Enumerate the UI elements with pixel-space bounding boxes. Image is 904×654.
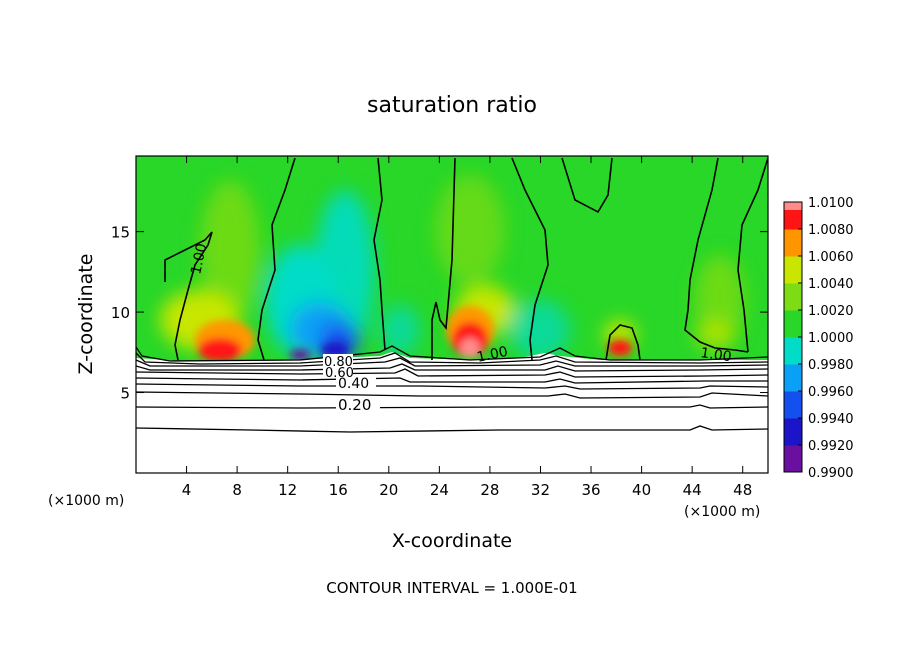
x-tick-label: 40 bbox=[632, 481, 651, 499]
label-mask bbox=[336, 398, 380, 412]
colorbar-band bbox=[784, 256, 802, 284]
contour-lines-upper bbox=[164, 157, 768, 361]
contour-layer bbox=[136, 404, 768, 409]
label-mask bbox=[323, 354, 353, 367]
x-tick-label: 16 bbox=[329, 481, 348, 499]
x-axis-label: X-coordinate bbox=[392, 530, 512, 552]
y-tick-label: 15 bbox=[111, 224, 130, 242]
colorbar-label: 1.0020 bbox=[808, 304, 854, 319]
colorbar-band bbox=[784, 202, 802, 210]
x-tick-label: 12 bbox=[278, 481, 297, 499]
label-mask bbox=[336, 376, 376, 389]
contour-1.00 bbox=[373, 157, 386, 351]
colorbar-label: 1.0060 bbox=[808, 250, 854, 265]
x-unit-left: (×1000 m) bbox=[48, 493, 124, 509]
x-tick-label: 24 bbox=[430, 481, 449, 499]
y-tick-label: 10 bbox=[111, 304, 130, 322]
contour-label: 0.60 bbox=[325, 366, 354, 381]
contour-layer bbox=[136, 345, 768, 362]
contour-layer bbox=[136, 352, 768, 365]
colorbar-label: 1.0040 bbox=[808, 277, 854, 292]
colorbar-band bbox=[784, 337, 802, 365]
contour-layer bbox=[136, 425, 768, 433]
colorbar-label: 0.9940 bbox=[808, 412, 854, 427]
colorbar-label: 1.0080 bbox=[808, 223, 854, 238]
core bbox=[608, 340, 632, 356]
contour-layer bbox=[136, 391, 768, 399]
colorbar-label: 1.0000 bbox=[808, 331, 854, 346]
x-tick-label: 8 bbox=[232, 481, 242, 499]
x-tick-label: 44 bbox=[683, 481, 702, 499]
contour-1.00 bbox=[257, 157, 296, 361]
x-tick-label: 20 bbox=[379, 481, 398, 499]
colorbar-band bbox=[784, 418, 802, 446]
contour-label: 0.40 bbox=[338, 376, 369, 392]
lobe bbox=[695, 320, 735, 350]
y-axis: 5 10 15 bbox=[111, 224, 768, 403]
contour-layer bbox=[136, 377, 768, 384]
contour-label: 1.00 bbox=[699, 345, 732, 365]
plot-frame bbox=[135, 155, 769, 474]
colorbar-band bbox=[784, 445, 802, 473]
core bbox=[198, 338, 242, 362]
colorbar-label: 0.9900 bbox=[808, 466, 854, 481]
contour-layer bbox=[136, 357, 768, 367]
core bbox=[290, 350, 310, 360]
lobe bbox=[510, 300, 570, 360]
contour-1.00 bbox=[605, 324, 641, 361]
contour-lines-lower bbox=[136, 345, 768, 433]
colorbar-band bbox=[784, 283, 802, 311]
x-tick-label: 28 bbox=[480, 481, 499, 499]
colorbar-band bbox=[784, 310, 802, 338]
contour-1.00 bbox=[164, 231, 213, 361]
colorbar: 0.9900 0.9920 0.9940 0.9960 0.9980 1.0000 1.00… bbox=[783, 196, 854, 481]
x-tick-label: 32 bbox=[531, 481, 550, 499]
colorbar-band bbox=[784, 229, 802, 257]
x-unit-right: (×1000 m) bbox=[684, 504, 760, 520]
chart-title: saturation ratio bbox=[367, 93, 537, 118]
colorbar-band bbox=[784, 391, 802, 419]
colorbar-label: 0.9960 bbox=[808, 385, 854, 400]
contour-layer bbox=[136, 363, 768, 372]
contour-label: 1.00 bbox=[188, 242, 210, 276]
contour-label: 1.00 bbox=[476, 344, 510, 366]
contour-1.00 bbox=[684, 157, 749, 353]
core bbox=[460, 338, 480, 358]
colorbar-label: 0.9980 bbox=[808, 358, 854, 373]
colorbar-label: 0.9920 bbox=[808, 439, 854, 454]
y-tick-label: 5 bbox=[120, 385, 130, 403]
label-mask bbox=[323, 366, 353, 378]
x-tick-label: 36 bbox=[581, 481, 600, 499]
contour-1.00 bbox=[561, 157, 613, 214]
x-tick-label: 48 bbox=[733, 481, 752, 499]
lobe bbox=[200, 180, 260, 320]
contour-1.00 bbox=[431, 157, 456, 360]
contour-label: 0.20 bbox=[338, 396, 371, 414]
x-tick-label: 4 bbox=[182, 481, 192, 499]
colorbar-band bbox=[784, 364, 802, 392]
contour-1.00 bbox=[511, 157, 549, 361]
y-axis-label: Z-coordinate bbox=[75, 254, 97, 375]
contour-interval-note: CONTOUR INTERVAL = 1.000E-01 bbox=[326, 579, 577, 597]
contour-label: 0.80 bbox=[324, 355, 353, 370]
plot-area: 1.00 1.00 1.00 0.80 0.60 0.40 0.20 bbox=[136, 156, 768, 473]
lobe bbox=[380, 305, 420, 355]
colorbar-label: 1.0100 bbox=[808, 196, 854, 211]
contour-1.00 bbox=[737, 157, 768, 353]
x-axis: 4 8 12 16 20 24 28 32 36 40 44 48 bbox=[182, 156, 752, 499]
contour-label-group: 1.00 1.00 1.00 0.80 0.60 0.40 0.20 bbox=[188, 242, 732, 414]
lobe bbox=[435, 175, 505, 285]
